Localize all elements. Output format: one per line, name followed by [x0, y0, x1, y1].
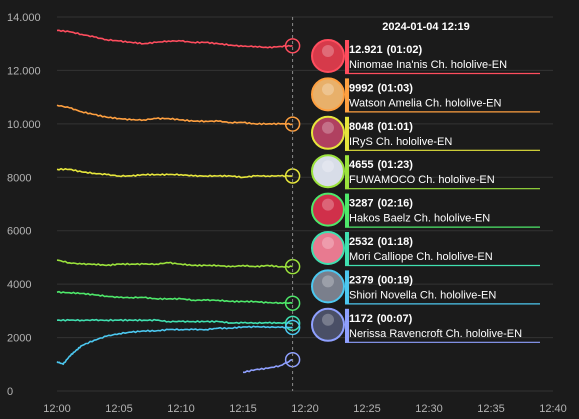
- entry-duration: (02:16): [377, 198, 413, 210]
- avatar: [311, 192, 345, 227]
- entry-value: 12.921: [349, 44, 383, 56]
- y-tick-label: 8000: [7, 172, 31, 184]
- entry-value: 2532: [349, 236, 373, 248]
- entry-value: 4655: [349, 159, 373, 171]
- y-tick-label: 2000: [7, 333, 31, 345]
- y-tick-label: 10.000: [7, 119, 41, 131]
- avatar-face: [322, 121, 334, 134]
- avatar: [311, 231, 345, 265]
- avatar-face: [322, 160, 334, 173]
- entry-duration: (01:02): [387, 44, 423, 56]
- avatar: [311, 154, 345, 189]
- series-line: [56, 325, 293, 366]
- tooltip-entry: 8048 (01:01) IRyS Ch. hololive-EN: [311, 115, 540, 151]
- tooltip-entry: 4655 (01:23) FUWAMOCO Ch. hololive-EN: [311, 154, 540, 190]
- entry-color-bar: [345, 40, 349, 74]
- tooltip-entry: 12.921 (01:02) Ninomae Ina'nis Ch. hololiv…: [311, 39, 540, 75]
- entry-value: 1172: [349, 313, 373, 325]
- entry-duration: (00:07): [377, 313, 413, 325]
- avatar-face: [322, 83, 334, 96]
- entry-color-bar: [345, 155, 349, 190]
- entry-color-bar: [345, 116, 349, 151]
- series-line: [56, 104, 293, 126]
- entry-duration: (01:01): [377, 121, 413, 133]
- x-tick-label: 12:15: [229, 403, 257, 415]
- entry-name: Ninomae Ina'nis Ch. hololive-EN: [349, 59, 507, 71]
- avatar: [311, 307, 345, 342]
- tooltip-time: 2024-01-04 12:19: [382, 21, 469, 33]
- entry-color-bar: [345, 308, 349, 343]
- entry-color-bar: [345, 193, 349, 228]
- entry-name: Shiori Novella Ch. hololive-EN: [349, 289, 496, 301]
- avatar-face: [322, 275, 334, 288]
- y-tick-label: 0: [7, 386, 13, 398]
- entry-duration: (01:23): [377, 159, 413, 171]
- y-tick-label: 12.000: [7, 65, 41, 77]
- entry-value: 9992: [349, 82, 373, 94]
- entry-color-bar: [345, 78, 349, 113]
- entry-color-bar: [345, 232, 349, 266]
- series-line: [56, 318, 293, 325]
- y-tick-label: 6000: [7, 226, 31, 238]
- avatar: [311, 269, 345, 304]
- y-tick-label: 14.000: [7, 12, 41, 24]
- entry-name: FUWAMOCO Ch. hololive-EN: [349, 174, 495, 186]
- entry-name: IRyS Ch. hololive-EN: [349, 136, 452, 148]
- avatar-face: [322, 313, 334, 326]
- avatar-face: [322, 198, 334, 211]
- x-tick-label: 12:30: [415, 403, 443, 415]
- entry-value: 8048: [349, 121, 373, 133]
- series-end-marker: [284, 319, 301, 336]
- entry-name: Hakos Baelz Ch. hololive-EN: [349, 213, 490, 225]
- tooltip-entry: 3287 (02:16) Hakos Baelz Ch. hololive-EN: [311, 192, 540, 228]
- tooltip-entry: 2379 (00:19) Shiori Novella Ch. hololive-E…: [311, 269, 540, 305]
- avatar: [311, 39, 345, 73]
- entry-duration: (01:18): [377, 236, 413, 248]
- entry-name: Watson Amelia Ch. hololive-EN: [349, 97, 501, 109]
- series-end-marker: [284, 295, 301, 311]
- x-tick-label: 12:05: [105, 403, 133, 415]
- entry-duration: (00:19): [377, 274, 413, 286]
- x-tick-label: 12:35: [477, 403, 505, 415]
- x-tick-label: 12:20: [291, 403, 319, 415]
- series-line: [56, 167, 293, 179]
- entry-value: 3287: [349, 198, 373, 210]
- series-line: [56, 259, 293, 269]
- x-tick-label: 12:10: [167, 403, 195, 415]
- avatar-face: [322, 237, 334, 249]
- avatar: [311, 77, 345, 112]
- series-end-marker: [284, 38, 301, 54]
- y-tick-label: 4000: [7, 279, 31, 291]
- series-line: [56, 29, 293, 49]
- series-line: [56, 290, 293, 305]
- x-tick-label: 12:40: [539, 403, 567, 415]
- entry-color-bar: [345, 270, 349, 305]
- avatar: [311, 115, 345, 150]
- entry-name: Mori Calliope Ch. hololive-EN: [349, 251, 493, 263]
- entry-value: 2379: [349, 274, 373, 286]
- entry-name: Nerissa Ravencroft Ch. hololive-EN: [349, 328, 522, 340]
- series-line: [243, 358, 293, 374]
- tooltip-entry: 9992 (01:03) Watson Amelia Ch. hololive-EN: [311, 77, 540, 113]
- tooltip-entry: 1172 (00:07) Nerissa Ravencroft Ch. hololi…: [311, 307, 540, 343]
- entry-duration: (01:03): [377, 82, 413, 94]
- x-tick-label: 12:00: [43, 403, 71, 415]
- tooltip-entry: 2532 (01:18) Mori Calliope Ch. hololive-EN: [311, 231, 540, 267]
- avatar-face: [322, 45, 334, 57]
- x-tick-label: 12:25: [353, 403, 381, 415]
